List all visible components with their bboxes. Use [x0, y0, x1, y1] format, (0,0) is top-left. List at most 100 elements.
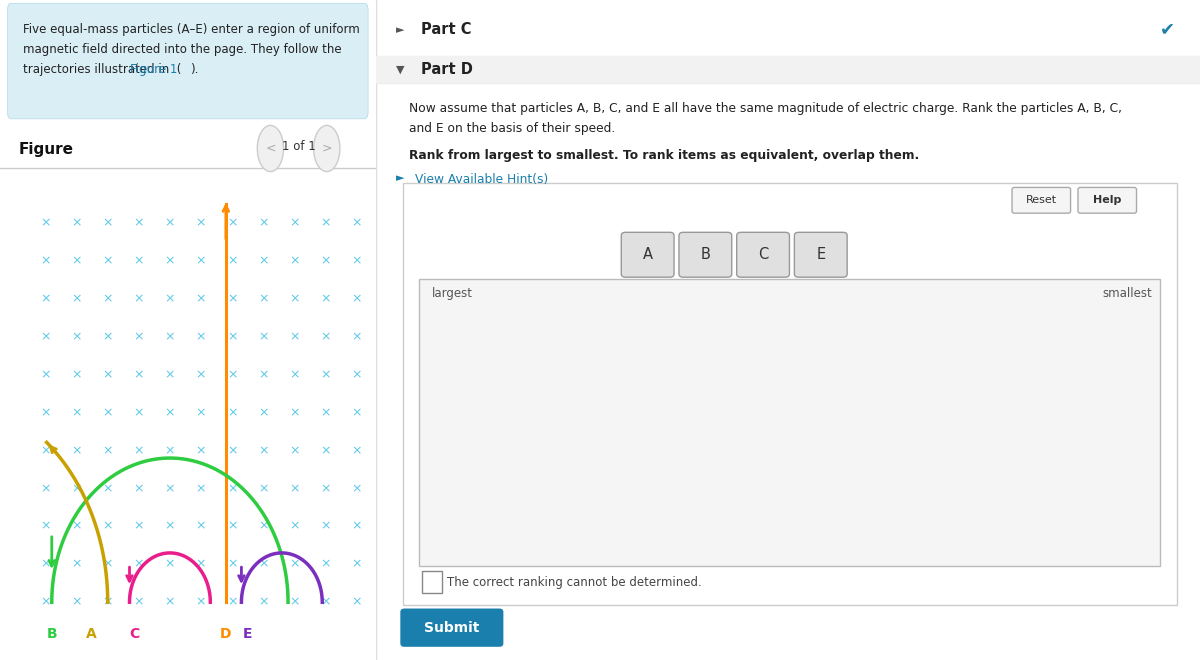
Text: ×: × — [320, 292, 331, 305]
FancyBboxPatch shape — [1012, 187, 1070, 213]
Text: ×: × — [41, 216, 50, 229]
Text: ×: × — [41, 292, 50, 305]
Text: ×: × — [352, 444, 361, 457]
Text: ×: × — [196, 406, 206, 419]
FancyBboxPatch shape — [7, 3, 368, 119]
Text: ▼: ▼ — [396, 64, 404, 75]
Text: ×: × — [71, 444, 82, 457]
Text: ×: × — [102, 330, 113, 343]
Text: ×: × — [352, 330, 361, 343]
Text: ×: × — [320, 216, 331, 229]
Text: ×: × — [196, 292, 206, 305]
FancyBboxPatch shape — [401, 609, 503, 647]
Text: ×: × — [196, 520, 206, 533]
Text: ×: × — [133, 254, 144, 267]
Text: ×: × — [227, 596, 238, 609]
Text: ×: × — [164, 254, 175, 267]
Text: ×: × — [71, 292, 82, 305]
Text: Five equal-mass particles (A–E) enter a region of uniform: Five equal-mass particles (A–E) enter a … — [23, 23, 359, 36]
Text: ×: × — [227, 482, 238, 495]
Text: ×: × — [133, 596, 144, 609]
Text: ×: × — [41, 558, 50, 571]
Text: ×: × — [258, 330, 269, 343]
Text: ×: × — [258, 520, 269, 533]
FancyBboxPatch shape — [421, 571, 442, 593]
Text: Submit: Submit — [424, 620, 480, 635]
Text: ×: × — [289, 292, 300, 305]
Text: ×: × — [71, 558, 82, 571]
Text: ×: × — [133, 558, 144, 571]
Text: ×: × — [164, 368, 175, 381]
Text: ×: × — [41, 254, 50, 267]
Text: ×: × — [102, 216, 113, 229]
Text: ×: × — [352, 406, 361, 419]
Text: ×: × — [133, 444, 144, 457]
FancyBboxPatch shape — [1078, 187, 1136, 213]
Text: ×: × — [164, 520, 175, 533]
Text: ×: × — [102, 254, 113, 267]
Text: ×: × — [258, 216, 269, 229]
Text: ×: × — [71, 254, 82, 267]
Text: magnetic field directed into the page. They follow the: magnetic field directed into the page. T… — [23, 43, 341, 56]
Text: ×: × — [258, 596, 269, 609]
Text: ×: × — [196, 596, 206, 609]
Text: ×: × — [320, 482, 331, 495]
Text: ×: × — [196, 216, 206, 229]
Text: ×: × — [320, 596, 331, 609]
Text: 1 of 1: 1 of 1 — [282, 140, 316, 153]
Text: ×: × — [320, 406, 331, 419]
Text: Now assume that particles A, B, C, and E all have the same magnitude of electric: Now assume that particles A, B, C, and E… — [408, 102, 1122, 115]
Text: ×: × — [102, 558, 113, 571]
Text: ×: × — [71, 482, 82, 495]
Text: ×: × — [289, 520, 300, 533]
Text: ×: × — [71, 596, 82, 609]
Text: Rank from largest to smallest. To rank items as equivalent, overlap them.: Rank from largest to smallest. To rank i… — [408, 148, 919, 162]
Text: ×: × — [133, 216, 144, 229]
Text: ×: × — [258, 292, 269, 305]
Text: ×: × — [41, 330, 50, 343]
Text: ►: ► — [396, 24, 404, 35]
Text: C: C — [130, 627, 139, 641]
Text: ×: × — [102, 368, 113, 381]
FancyBboxPatch shape — [419, 279, 1160, 566]
Text: ×: × — [164, 596, 175, 609]
Text: ×: × — [164, 292, 175, 305]
Text: >: > — [322, 142, 332, 155]
Text: ×: × — [258, 558, 269, 571]
Text: ×: × — [289, 444, 300, 457]
Text: ×: × — [133, 368, 144, 381]
Text: ×: × — [352, 596, 361, 609]
Text: ×: × — [320, 444, 331, 457]
Text: ×: × — [133, 330, 144, 343]
Text: ×: × — [289, 330, 300, 343]
Text: ×: × — [289, 254, 300, 267]
Text: ×: × — [164, 216, 175, 229]
Text: ×: × — [41, 406, 50, 419]
Text: ×: × — [289, 406, 300, 419]
FancyBboxPatch shape — [622, 232, 674, 277]
FancyBboxPatch shape — [679, 232, 732, 277]
Text: ×: × — [352, 292, 361, 305]
Text: ×: × — [227, 520, 238, 533]
Text: ×: × — [164, 482, 175, 495]
Text: ×: × — [133, 292, 144, 305]
Text: ×: × — [102, 596, 113, 609]
Text: ►: ► — [396, 173, 404, 183]
Text: A: A — [86, 627, 97, 641]
Text: ×: × — [227, 292, 238, 305]
Text: ×: × — [164, 444, 175, 457]
Text: ×: × — [196, 368, 206, 381]
Text: ×: × — [320, 254, 331, 267]
Text: ×: × — [102, 520, 113, 533]
Text: ×: × — [196, 482, 206, 495]
FancyBboxPatch shape — [403, 183, 1177, 605]
FancyBboxPatch shape — [737, 232, 790, 277]
Text: A: A — [643, 247, 653, 261]
Text: ×: × — [258, 368, 269, 381]
Text: ×: × — [227, 330, 238, 343]
Text: ×: × — [133, 482, 144, 495]
Text: View Available Hint(s): View Available Hint(s) — [415, 173, 548, 186]
Text: ×: × — [320, 330, 331, 343]
Text: ×: × — [41, 596, 50, 609]
Text: ×: × — [71, 520, 82, 533]
